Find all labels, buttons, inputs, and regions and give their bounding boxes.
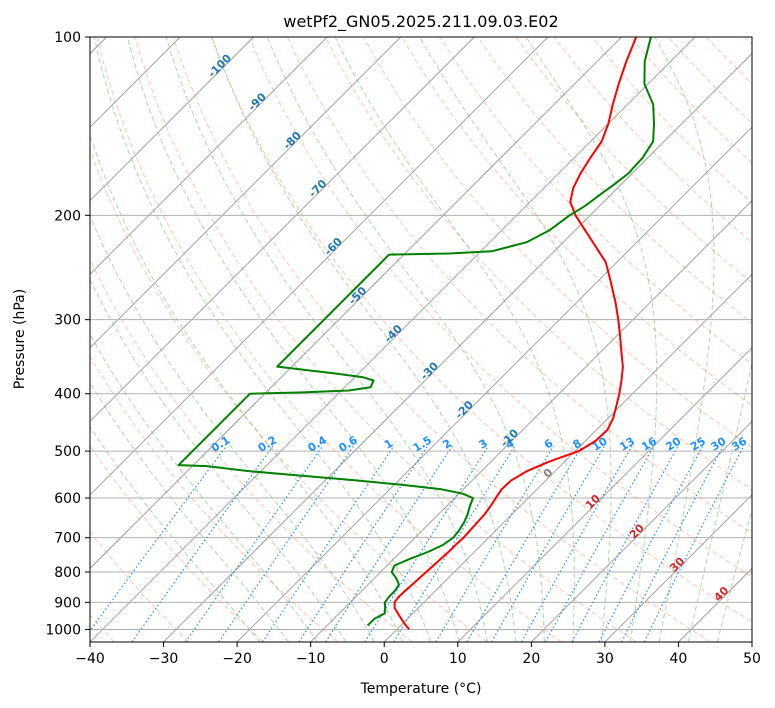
plot-area: 0.1 0.2 0.4 0.6 1 1.5 2 3 4 6 8 10 13 16 20 25 30 36-100-…: [90, 37, 752, 642]
isotherm-line: [457, 347, 752, 642]
isotherm-line: [90, 37, 254, 202]
x-tick-label: 50: [743, 651, 761, 667]
dry-adiabat-line: [248, 37, 752, 578]
pressure-gridlines: [90, 37, 752, 630]
chart-title: wetPf2_GN05.2025.211.09.03.E02: [283, 12, 558, 32]
moist-adiabat-line: [90, 278, 347, 642]
isotherm-line: [90, 37, 475, 422]
y-tick-label: 600: [54, 491, 81, 507]
mixing-ratio-line: [393, 445, 516, 642]
dry-adiabat-line: [134, 37, 637, 642]
x-axis-ticks: −40 −30 −20 −10 0 10 20 30 40 50: [75, 642, 761, 667]
mixing-ratio-line: [298, 445, 429, 642]
dry-adiabat-line: [210, 37, 752, 623]
moist-adiabat-line: [716, 507, 752, 642]
x-tick-label: 0: [380, 651, 389, 667]
x-tick-label: −20: [222, 651, 252, 667]
x-tick-label: −30: [149, 651, 179, 667]
x-tick-label: 40: [670, 651, 688, 667]
isotherm-line: [90, 37, 696, 642]
mixing-ratio-line: [643, 445, 745, 642]
moist-adiabat-line: [90, 214, 375, 642]
x-tick-label: −40: [75, 651, 105, 667]
moist-adiabat-line: [165, 37, 488, 642]
isotherm-line: [531, 420, 752, 642]
isotherm-line: [604, 494, 752, 642]
dry-adiabat-line: [90, 531, 190, 642]
x-tick-label: 30: [596, 651, 614, 667]
plot-frame: [89, 36, 753, 643]
mixing-ratio-line: [325, 445, 453, 642]
mixing-ratio-line: [185, 445, 324, 642]
y-tick-label: 800: [54, 565, 81, 581]
x-tick-label: −10: [296, 651, 326, 667]
isotherm-line: [90, 37, 549, 496]
mixing-ratio-line: [364, 445, 490, 642]
x-tick-label: 20: [522, 651, 540, 667]
isotherm-line: [90, 37, 622, 570]
mixing-ratio-line: [218, 445, 355, 642]
dry-adiabat-line: [477, 37, 752, 324]
mixing-ratio-line: [261, 445, 395, 642]
y-tick-label: 400: [54, 387, 81, 403]
x-tick-label: 10: [449, 651, 467, 667]
y-tick-label: 1000: [45, 622, 81, 638]
dry-adiabat-line: [515, 37, 752, 284]
temperature-profile-line: [393, 37, 638, 631]
isotherm-line: [90, 37, 402, 349]
isotherm-line: [383, 273, 752, 642]
sounding-profiles: [177, 37, 655, 631]
moist-adiabat-line: [419, 37, 612, 642]
moist-adiabat-line: [93, 37, 432, 642]
mixing-ratio-line: [621, 445, 724, 642]
dry-adiabat-line: [401, 37, 752, 407]
mixing-ratio-line: [435, 445, 555, 642]
mixing-ratio-line: [520, 445, 633, 642]
y-tick-label: 200: [54, 208, 81, 224]
y-tick-label: 300: [54, 313, 81, 329]
dry-adiabat-line: [90, 355, 339, 642]
dry-adiabat-line: [325, 37, 752, 491]
mixing-ratio-line: [466, 445, 583, 642]
dry-adiabat-line: [90, 148, 488, 642]
moist-adiabat-line: [90, 133, 404, 642]
isotherm-line: [90, 37, 328, 275]
moist-adiabat-line: [211, 37, 517, 642]
mixing-ratio-line: [545, 445, 655, 642]
moist-adiabats: [90, 37, 752, 642]
moist-adiabat-line: [654, 37, 715, 642]
moist-adiabat-line: [266, 37, 545, 642]
y-tick-label: 900: [54, 595, 81, 611]
dry-adiabat-line: [96, 37, 562, 642]
moist-adiabat-line: [127, 37, 460, 642]
moist-adiabat-line: [90, 333, 318, 642]
moist-adiabat-line: [334, 37, 575, 642]
isotherm-line: [310, 200, 752, 642]
moist-adiabat-line: [525, 37, 658, 642]
mixing-ratio-line: [131, 445, 274, 642]
y-tick-label: 700: [54, 531, 81, 547]
isotherm-line: [236, 126, 752, 642]
isotherms: [90, 37, 752, 642]
moist-adiabat-line: [90, 425, 261, 642]
moist-adiabat-line: [687, 360, 752, 642]
x-axis-label: Temperature (°C): [360, 681, 482, 697]
y-axis-label: Pressure (hPa): [12, 289, 28, 389]
dry-adiabat-line: [90, 445, 264, 642]
isotherm-line: [163, 52, 752, 642]
y-tick-label: 100: [54, 30, 81, 46]
dewpoint-profile-line: [177, 37, 655, 627]
mixing-ratio-lines: [90, 445, 745, 642]
y-tick-label: 500: [54, 444, 81, 460]
y-axis-ticks: 1000 900 800 700 600 500 400 300 200 100: [45, 30, 90, 638]
